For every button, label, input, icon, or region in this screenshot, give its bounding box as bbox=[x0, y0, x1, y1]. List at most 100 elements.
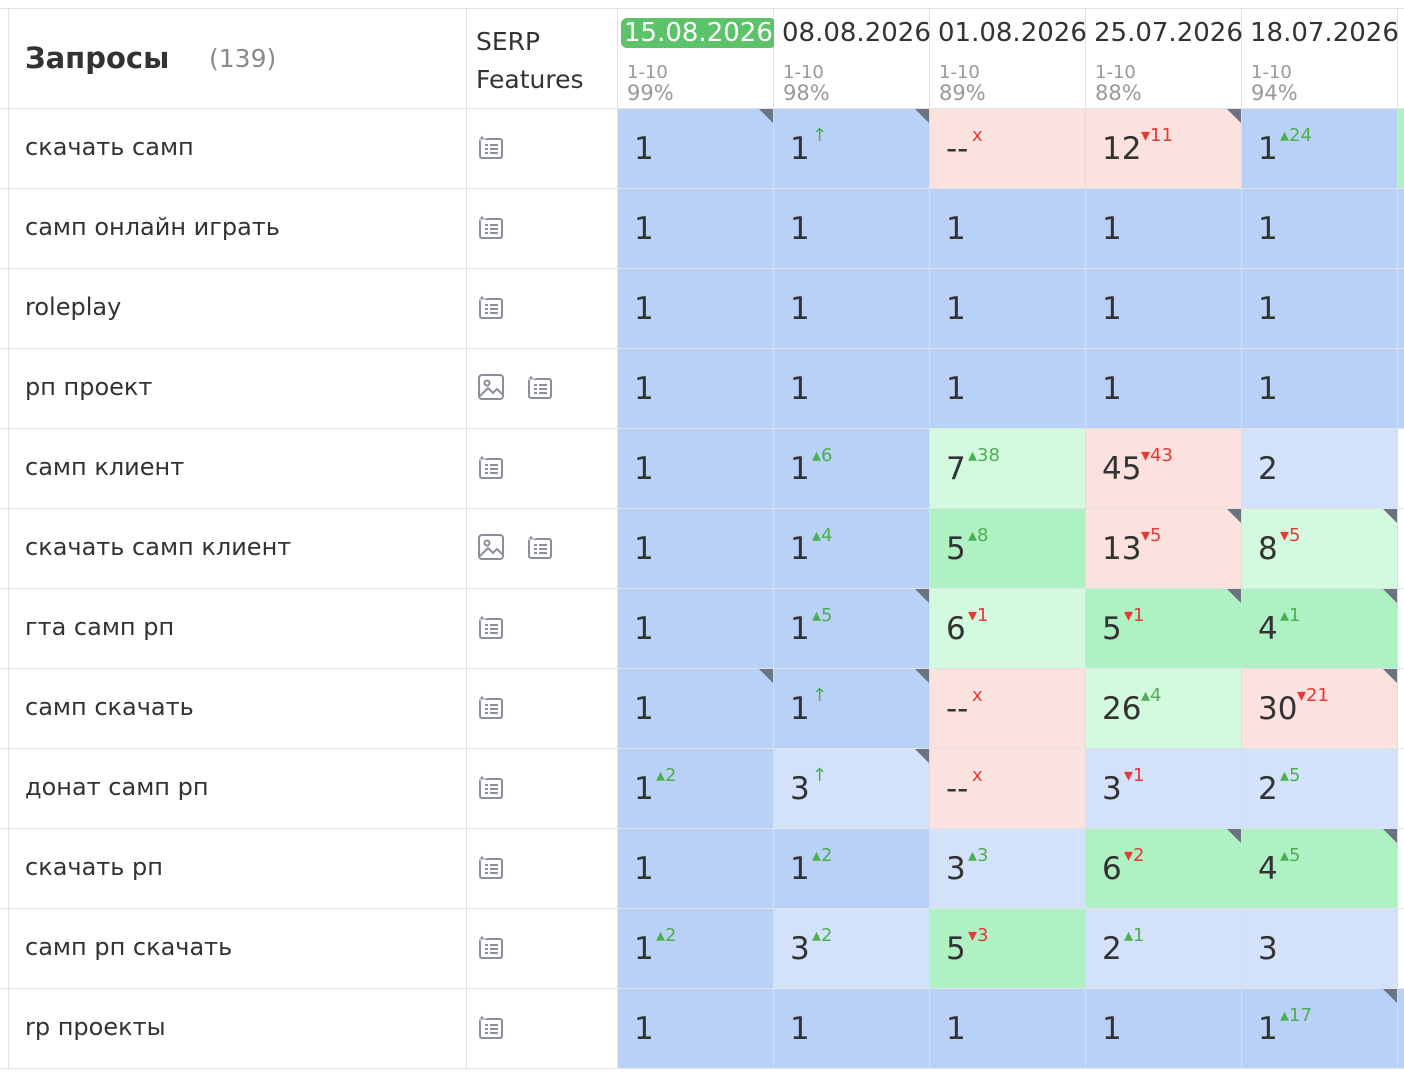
position-cell[interactable]: 1 bbox=[618, 109, 774, 188]
query-cell[interactable]: скачать самп клиент bbox=[8, 509, 467, 588]
position-cell[interactable]: 1 ▴4 bbox=[774, 509, 930, 588]
position-cell[interactable]: 5 ▴8 bbox=[930, 509, 1086, 588]
serp-features-column-header[interactable]: SERP Features bbox=[467, 9, 618, 108]
query-text: самп клиент bbox=[25, 453, 185, 481]
date-column-header[interactable]: 01.08.2026 1-10 89% bbox=[930, 9, 1087, 108]
position-cell[interactable]: 5 ▾1 bbox=[1086, 589, 1242, 668]
snippet-icon[interactable] bbox=[477, 1013, 505, 1041]
position-cell[interactable]: -- x bbox=[930, 669, 1086, 748]
query-cell[interactable]: самп клиент bbox=[8, 429, 467, 508]
image-icon[interactable] bbox=[477, 533, 505, 561]
position-cell[interactable]: 1 bbox=[1086, 269, 1242, 348]
date-column-header[interactable]: 18.07.2026 1-10 94% bbox=[1242, 9, 1399, 108]
position-cell[interactable]: 3 ▴3 bbox=[930, 829, 1086, 908]
snippet-icon[interactable] bbox=[526, 533, 554, 561]
query-cell[interactable]: самп онлайн играть bbox=[8, 189, 467, 268]
position-cell[interactable]: 2 bbox=[1242, 429, 1398, 508]
position-cell[interactable]: 1 ▴2 bbox=[774, 829, 930, 908]
position-cell[interactable]: 4 ▴1 bbox=[1242, 589, 1398, 668]
position-cell[interactable]: 1 bbox=[930, 989, 1086, 1068]
snippet-icon[interactable] bbox=[477, 133, 505, 161]
position-cell[interactable]: 1 bbox=[618, 269, 774, 348]
queries-column-header[interactable]: Запросы (139) bbox=[8, 9, 467, 108]
position-cell[interactable]: 13 ▾5 bbox=[1086, 509, 1242, 588]
serp-features-cell bbox=[467, 989, 618, 1068]
position-cell[interactable]: 1 bbox=[618, 509, 774, 588]
position-cell[interactable]: 30 ▾21 bbox=[1242, 669, 1398, 748]
position-value: -- bbox=[946, 131, 969, 167]
position-cell[interactable]: 1 bbox=[1086, 189, 1242, 268]
position-cell[interactable]: 1 ▴24 bbox=[1242, 109, 1398, 188]
position-cell[interactable]: 12 ▾11 bbox=[1086, 109, 1242, 188]
position-cell[interactable]: 1 bbox=[774, 349, 930, 428]
query-cell[interactable]: рп проект bbox=[8, 349, 467, 428]
snippet-icon[interactable] bbox=[477, 213, 505, 241]
position-cell[interactable]: -- x bbox=[930, 109, 1086, 188]
position-cell[interactable]: -- x bbox=[930, 749, 1086, 828]
position-cell[interactable]: 1 bbox=[774, 189, 930, 268]
position-cell[interactable]: 1 ▴17 bbox=[1242, 989, 1398, 1068]
query-cell[interactable]: roleplay bbox=[8, 269, 467, 348]
date-column-header[interactable]: 25.07.2026 1-10 88% bbox=[1086, 9, 1243, 108]
position-cell[interactable]: 1 bbox=[1242, 269, 1398, 348]
position-cell[interactable]: 1 bbox=[1242, 189, 1398, 268]
position-cell[interactable]: 3 bbox=[1242, 909, 1398, 988]
position-cell[interactable]: 1 ▴2 bbox=[618, 909, 774, 988]
position-cell[interactable]: 1 bbox=[618, 989, 774, 1068]
position-change: ▴4 bbox=[1141, 685, 1162, 706]
position-cell[interactable]: 3 ▾1 bbox=[1086, 749, 1242, 828]
position-cell[interactable]: 45 ▾43 bbox=[1086, 429, 1242, 508]
position-cell[interactable]: 1 bbox=[618, 669, 774, 748]
position-cell[interactable]: 1 bbox=[618, 349, 774, 428]
image-icon[interactable] bbox=[477, 373, 505, 401]
position-cell[interactable]: 26 ▴4 bbox=[1086, 669, 1242, 748]
position-cell[interactable]: 7 ▴38 bbox=[930, 429, 1086, 508]
query-cell[interactable]: самп рп скачать bbox=[8, 909, 467, 988]
snippet-icon[interactable] bbox=[477, 853, 505, 881]
position-change: ▴2 bbox=[656, 765, 677, 786]
position-cell[interactable]: 1 ▴5 bbox=[774, 589, 930, 668]
query-cell[interactable]: самп скачать bbox=[8, 669, 467, 748]
snippet-icon[interactable] bbox=[477, 293, 505, 321]
position-cell[interactable]: 2 ▴1 bbox=[1086, 909, 1242, 988]
snippet-icon[interactable] bbox=[477, 453, 505, 481]
position-cell[interactable]: 1 bbox=[1086, 349, 1242, 428]
query-cell[interactable]: скачать рп bbox=[8, 829, 467, 908]
date-column-header[interactable]: 08.08.2026 1-10 98% bbox=[774, 9, 931, 108]
snippet-icon[interactable] bbox=[526, 373, 554, 401]
position-cell[interactable]: 1 bbox=[930, 189, 1086, 268]
query-cell[interactable]: донат самп рп bbox=[8, 749, 467, 828]
position-cell[interactable]: 6 ▾1 bbox=[930, 589, 1086, 668]
position-cell[interactable]: 1 bbox=[774, 989, 930, 1068]
position-cell[interactable]: 1 bbox=[618, 589, 774, 668]
position-cell[interactable]: 1 ↑ bbox=[774, 669, 930, 748]
position-cell[interactable]: 8 ▾5 bbox=[1242, 509, 1398, 588]
position-cell[interactable]: 3 ▴2 bbox=[774, 909, 930, 988]
position-cell[interactable]: 1 bbox=[1086, 989, 1242, 1068]
position-cell[interactable]: 1 bbox=[930, 349, 1086, 428]
position-cell[interactable]: 1 ↑ bbox=[774, 109, 930, 188]
position-cell[interactable]: 1 bbox=[1242, 349, 1398, 428]
position-cell[interactable]: 3 ↑ bbox=[774, 749, 930, 828]
position-cell[interactable]: 4 ▴5 bbox=[1242, 829, 1398, 908]
snippet-icon[interactable] bbox=[477, 613, 505, 641]
position-cell[interactable]: 1 ▴6 bbox=[774, 429, 930, 508]
query-cell[interactable]: гта самп рп bbox=[8, 589, 467, 668]
snippet-icon[interactable] bbox=[477, 773, 505, 801]
position-cell[interactable]: 1 bbox=[618, 829, 774, 908]
snippet-icon[interactable] bbox=[477, 693, 505, 721]
position-cell[interactable]: 1 bbox=[930, 269, 1086, 348]
position-cell[interactable]: 5 ▾3 bbox=[930, 909, 1086, 988]
position-cell[interactable]: 2 ▴5 bbox=[1242, 749, 1398, 828]
snippet-icon[interactable] bbox=[477, 933, 505, 961]
date-label: 01.08.2026 bbox=[938, 18, 1087, 48]
query-cell[interactable]: скачать самп bbox=[8, 109, 467, 188]
query-cell[interactable]: rp проекты bbox=[8, 989, 467, 1068]
date-column-header[interactable]: 15.08.2026 1-10 99% bbox=[618, 9, 776, 108]
position-cell[interactable]: 1 ▴2 bbox=[618, 749, 774, 828]
position-cell[interactable]: 1 bbox=[618, 189, 774, 268]
position-cell[interactable]: 1 bbox=[618, 429, 774, 508]
position-cell[interactable]: 6 ▾2 bbox=[1086, 829, 1242, 908]
position-cell[interactable]: 1 bbox=[774, 269, 930, 348]
